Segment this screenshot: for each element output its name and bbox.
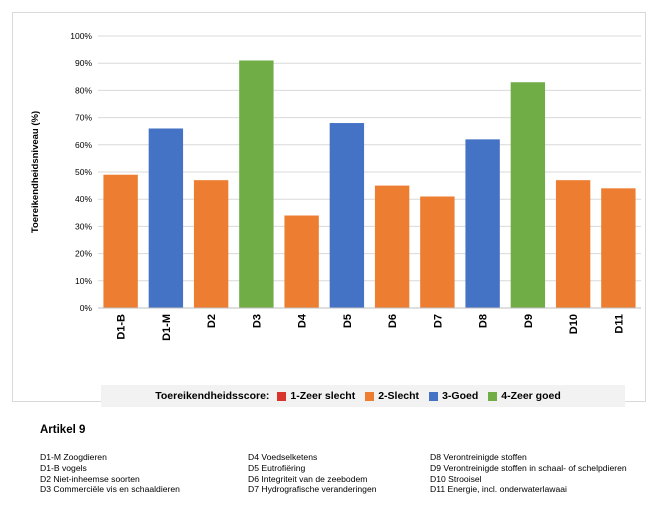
x-tick-label: D2	[206, 314, 218, 328]
x-tick-label: D5	[342, 314, 354, 328]
bar-d6	[374, 185, 410, 308]
x-tick-label: D9	[523, 314, 535, 328]
x-tick-label: D1-B	[116, 314, 128, 340]
notes-column-1: D1-M Zoogdieren D1-B vogels D2 Niet-inhe…	[40, 452, 180, 495]
x-tick-label: D4	[297, 313, 309, 328]
note-d6: D6 Integriteit van de zeebodem	[248, 473, 368, 484]
bar-d1-b	[103, 174, 138, 308]
y-tick-label: 100%	[70, 31, 92, 41]
legend-item-4: 4-Zeer goed	[488, 390, 561, 402]
y-tick-label: 10%	[75, 276, 92, 286]
legend-label-1: 1-Zeer slecht	[290, 390, 356, 402]
legend-item-1: 1-Zeer slecht	[277, 390, 355, 402]
chart-frame: 0% 10% 20% 30% 40% 50% 60% 70% 80% 90% 100% Toereik…	[12, 12, 646, 407]
bar-d10	[555, 180, 591, 308]
notes-title: Artikel 9	[40, 424, 86, 436]
y-tick-label: 80%	[75, 85, 92, 95]
x-tick-label: D1-M	[161, 314, 173, 341]
bar-chart: 0% 10% 20% 30% 40% 50% 60% 70% 80% 90% 100% Toereik…	[30, 31, 641, 341]
bar-d11	[601, 188, 636, 308]
x-tick-label: D8	[478, 314, 490, 328]
chart-legend: Toereikendheidsscore: 1-Zeer slecht 2-Sl…	[101, 385, 625, 407]
x-tick-label: D10	[568, 314, 580, 334]
note-d5: D5 Eutrofiëring	[248, 462, 306, 473]
x-tick-label: D6	[387, 314, 399, 328]
legend-label-3: 3-Goed	[442, 390, 479, 402]
note-d3: D3 Commerciële vis en schaaldieren	[40, 484, 180, 495]
legend-swatch-2	[365, 391, 375, 401]
bar-d9	[510, 82, 546, 309]
x-tick-label: D11	[613, 314, 625, 334]
note-d1-m: D1-M Zoogdieren	[40, 452, 107, 462]
bar-d3	[239, 60, 274, 309]
note-d9: D9 Verontreinigde stoffen in schaal- of …	[430, 462, 627, 473]
note-d1-b: D1-B vogels	[40, 462, 87, 473]
bar-d1-m	[148, 128, 184, 308]
notes-column-2: D4 Voedselketens D5 Eutrofiëring D6 Inte…	[248, 452, 377, 495]
note-d4: D4 Voedselketens	[248, 452, 318, 462]
legend-label-4: 4-Zeer goed	[501, 390, 561, 402]
note-d2: D2 Niet-inheemse soorten	[40, 473, 140, 484]
notes-column-3: D8 Verontreinigde stoffen D9 Verontreini…	[430, 452, 627, 495]
legend-label-2: 2-Slecht	[378, 390, 420, 402]
legend-item-2: 2-Slecht	[365, 390, 419, 402]
y-tick-label: 40%	[75, 194, 92, 204]
note-d8: D8 Verontreinigde stoffen	[430, 452, 527, 462]
bar-d4	[284, 215, 319, 308]
bar-d5	[329, 123, 365, 308]
legend-swatch-4	[488, 391, 498, 401]
y-tick-label: 50%	[75, 167, 92, 177]
legend-swatch-1	[277, 391, 287, 401]
bar-d8	[465, 139, 500, 308]
legend-swatch-3	[429, 391, 439, 401]
y-tick-label: 70%	[75, 113, 92, 123]
x-tick-label: D3	[251, 314, 263, 328]
x-tick-label: D7	[432, 314, 444, 328]
y-axis-label: Toereikendheidsniveau (%)	[30, 111, 41, 233]
note-d11: D11 Energie, incl. onderwaterlawaai	[430, 484, 567, 495]
y-tick-label: 60%	[75, 140, 92, 150]
y-tick-label: 20%	[75, 249, 92, 259]
y-tick-label: 90%	[75, 58, 92, 68]
y-tick-label: 0%	[80, 303, 93, 313]
legend-item-3: 3-Goed	[429, 390, 478, 402]
legend-title: Toereikendheidsscore:	[155, 390, 270, 402]
bar-d7	[420, 196, 455, 308]
bar-d2	[193, 180, 229, 308]
y-tick-label: 30%	[75, 221, 92, 231]
note-d10: D10 Strooisel	[430, 473, 482, 484]
note-d7: D7 Hydrografische veranderingen	[248, 484, 377, 495]
